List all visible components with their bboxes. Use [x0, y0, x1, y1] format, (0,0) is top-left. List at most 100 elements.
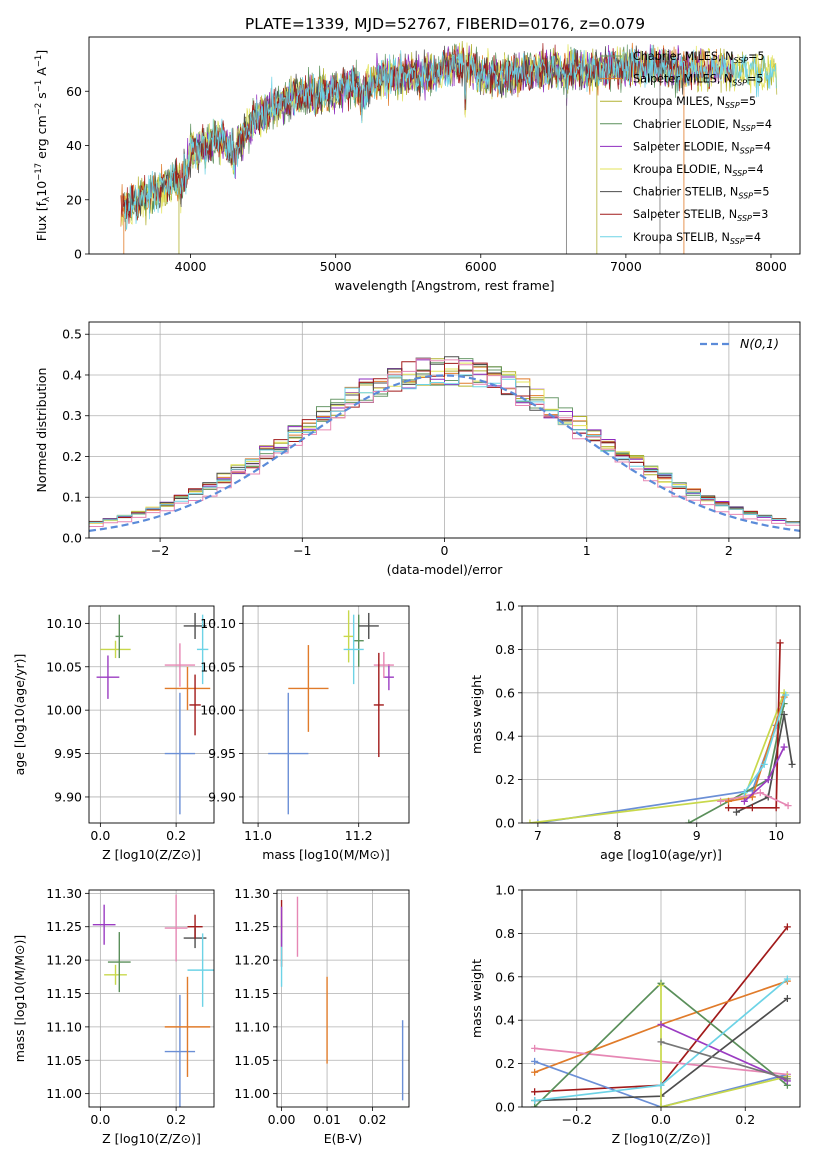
weight-marker — [740, 797, 748, 805]
legend-label: Chabrier STELIB, NSSP=5 — [633, 186, 770, 201]
x-tick-label: −1 — [293, 543, 311, 558]
axes-frame — [242, 605, 410, 824]
x-tick-label: 1 — [583, 543, 591, 558]
legend-label: Chabrier ELODIE, NSSP=4 — [633, 118, 772, 133]
x-tick-label: 8 — [613, 828, 621, 843]
weight-marker — [531, 1096, 539, 1104]
y-tick-label: 11.30 — [46, 886, 82, 901]
weight-marker — [531, 1068, 539, 1076]
weight-line — [529, 692, 785, 823]
panel-residuals: −2 −1 0 1 2 0.0 0.1 0.2 0.3 0.4 0.5 (data-model)/er… — [34, 321, 801, 577]
weight-marker — [783, 995, 791, 1002]
y-tick-label: 0.0 — [495, 1100, 515, 1115]
y-tick-label: 0.0 — [62, 531, 82, 546]
y-tick-label: 9.90 — [54, 789, 82, 804]
weight-marker — [725, 797, 733, 805]
panel-age-vs-mass: 11.0 11.2 9.90 9.95 10.00 10.05 10.10 mass [log… — [200, 605, 410, 862]
x-tick-label: −2 — [151, 543, 169, 558]
y-tick-label: 11.20 — [234, 953, 270, 968]
y-tick-label: 0.2 — [495, 1056, 515, 1071]
weight-marker — [784, 802, 792, 810]
normal-reference-curve — [89, 374, 800, 532]
y-tick-label: 11.05 — [46, 1053, 82, 1068]
spectrum-line — [123, 44, 777, 231]
x-tick-label: 7000 — [610, 259, 642, 274]
y-tick-label: 10.00 — [46, 703, 82, 718]
y-tick-label: 9.95 — [54, 746, 82, 761]
y-tick-label: 9.90 — [208, 789, 236, 804]
y-tick-label: 11.10 — [234, 1019, 270, 1034]
panel-mass-vs-EBV: 0.00 0.01 0.02 11.00 11.05 11.10 11.15 11.20 11.… — [234, 886, 410, 1146]
y-tick-label: 40 — [66, 138, 82, 153]
y-tick-label: 0.8 — [495, 642, 515, 657]
y-tick-label: 0.1 — [62, 490, 82, 505]
y-tick-label: 11.10 — [46, 1019, 82, 1034]
y-tick-label: 0.4 — [62, 367, 82, 382]
x-tick-label: 0.01 — [313, 1112, 341, 1127]
x-tick-label: 0.2 — [166, 1112, 186, 1127]
legend-label: Kroupa STELIB, NSSP=4 — [633, 231, 761, 246]
y-tick-label: 11.00 — [46, 1086, 82, 1101]
weight-marker — [748, 804, 756, 812]
weight-line — [660, 985, 788, 1107]
x-tick-label: 8000 — [755, 259, 787, 274]
legend: Chabrier MILES, NSSP=5 Salpeter MILES, NS… — [600, 50, 772, 246]
x-tick-label: 7 — [534, 828, 542, 843]
weight-marker — [780, 711, 788, 718]
x-axis-label: Z [log10(Z/Z⊙)] — [102, 847, 201, 862]
x-tick-label: 0.0 — [90, 828, 110, 843]
y-tick-label: 0.8 — [495, 926, 515, 941]
axes-frame — [521, 605, 801, 824]
x-tick-label: 0.02 — [359, 1112, 387, 1127]
legend-label: Chabrier MILES, NSSP=5 — [633, 50, 765, 65]
x-axis-label: age [log10(age/yr)] — [600, 847, 722, 862]
y-tick-label: 0.6 — [495, 969, 515, 984]
y-tick-label: 11.20 — [46, 953, 82, 968]
y-tick-label: 60 — [66, 84, 82, 99]
panel-mass-vs-Z: 0.0 0.2 11.00 11.05 11.10 11.15 11.20 11.25 11.3… — [12, 886, 215, 1146]
y-tick-label: 11.30 — [234, 886, 270, 901]
y-axis-label: mass weight — [469, 959, 484, 1038]
y-tick-label: 11.15 — [234, 986, 270, 1001]
y-axis-label: Normed distribution — [34, 368, 49, 493]
histogram-line — [89, 358, 800, 528]
y-axis-label: Flux [fλ10−17 erg cm−2 s−1 A−1] — [34, 50, 52, 241]
histogram-line — [89, 374, 800, 525]
plot-area-age-vs-Z — [96, 612, 211, 815]
plot-area-weight-vs-age — [526, 639, 796, 823]
weight-marker — [657, 1021, 665, 1029]
x-tick-label: 0.0 — [90, 1112, 110, 1127]
x-axis-label: E(B-V) — [324, 1131, 363, 1146]
y-tick-label: 0.4 — [495, 729, 515, 744]
weight-marker — [531, 1088, 539, 1096]
y-tick-label: 10.05 — [200, 659, 236, 674]
weight-marker — [657, 1038, 665, 1046]
y-tick-label: 11.15 — [46, 986, 82, 1001]
panel-weight-vs-age: 7 8 9 10 0.0 0.2 0.4 0.6 0.8 1.0 age [log10(age/yr… — [469, 599, 801, 862]
weight-marker — [783, 923, 791, 931]
plot-area-spectrum — [120, 40, 778, 254]
x-tick-label: 9 — [693, 828, 701, 843]
y-tick-label: 0.0 — [495, 816, 515, 831]
x-axis-label: (data-model)/error — [387, 562, 504, 577]
y-tick-label: 11.00 — [234, 1086, 270, 1101]
y-tick-label: 0 — [74, 247, 82, 262]
weight-marker — [531, 1103, 539, 1107]
weight-line — [534, 1060, 788, 1107]
panel-weight-vs-Z: −0.2 0.0 0.2 0.0 0.2 0.4 0.6 0.8 1.0 Z [log10(Z/Z… — [469, 883, 801, 1146]
legend-label: Salpeter STELIB, NSSP=3 — [633, 208, 768, 223]
y-tick-label: 0.2 — [62, 449, 82, 464]
weight-marker — [657, 1103, 665, 1107]
x-tick-label: 2 — [725, 543, 733, 558]
y-tick-label: 0.6 — [495, 685, 515, 700]
weight-marker — [788, 760, 796, 768]
weight-marker — [782, 691, 790, 699]
y-axis-label: mass weight — [469, 675, 484, 754]
weight-marker — [776, 639, 784, 647]
weight-marker — [717, 797, 725, 805]
plot-area-residuals — [89, 356, 800, 532]
y-tick-label: 0.3 — [62, 408, 82, 423]
weight-line — [728, 642, 781, 809]
weight-marker — [534, 819, 542, 823]
x-tick-label: 0.2 — [735, 1112, 755, 1127]
